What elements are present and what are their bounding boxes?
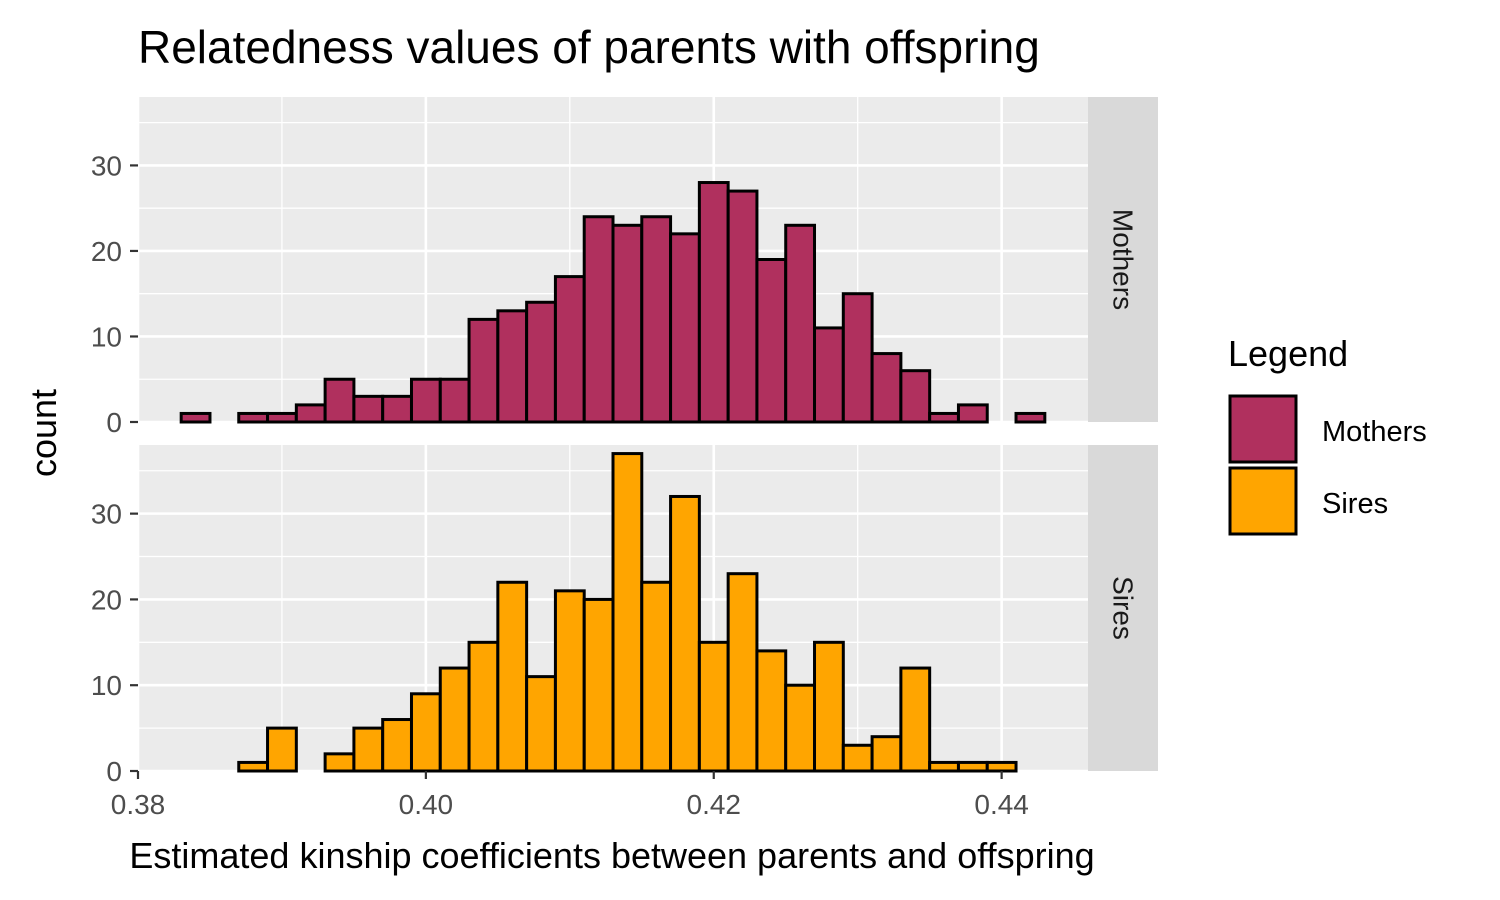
histogram-bar <box>352 726 385 773</box>
panel-sires: 0 10 20 30 Sires <box>91 445 1158 787</box>
x-tick-label: 0.44 <box>974 789 1029 820</box>
histogram-bar <box>553 589 586 773</box>
histogram-bar <box>726 572 759 773</box>
histogram-bar <box>697 640 730 773</box>
histogram-bar <box>266 726 298 773</box>
histogram-bar <box>640 580 673 773</box>
legend-label-mothers: Mothers <box>1322 416 1427 448</box>
y-tick-label: 20 <box>91 584 122 615</box>
histogram-bar <box>237 760 270 773</box>
y-axis-title: count <box>23 389 64 477</box>
histogram-bar <box>553 275 586 424</box>
histogram-bar <box>697 181 730 424</box>
histogram-bar <box>841 292 874 424</box>
histogram-bar <box>179 411 212 424</box>
x-axis: 0.38 0.40 0.42 0.44 <box>111 771 1029 820</box>
histogram-bar <box>323 752 356 773</box>
histogram-bar <box>928 760 960 773</box>
histogram-bar <box>669 494 701 773</box>
y-tick-label: 10 <box>91 321 122 352</box>
histogram-bar <box>438 377 471 424</box>
histogram-bar <box>899 369 932 424</box>
chart-title: Relatedness values of parents with offsp… <box>138 21 1040 73</box>
x-axis-title: Estimated kinship coefficients between p… <box>129 835 1094 876</box>
histogram-bar <box>669 232 701 424</box>
histogram-bar <box>467 640 500 773</box>
histogram-bar <box>525 300 557 424</box>
histogram-bar <box>755 649 788 773</box>
y-tick-label: 20 <box>91 236 122 267</box>
histogram-bar <box>985 760 1018 773</box>
histogram-bar <box>438 666 471 773</box>
histogram-bar <box>323 377 356 424</box>
legend-key-sires <box>1228 466 1298 536</box>
panel-mothers: 0 10 20 30 Mothers <box>91 97 1158 438</box>
facet-strip <box>1088 445 1158 771</box>
legend-title: Legend <box>1228 333 1348 374</box>
histogram-bar <box>870 352 903 424</box>
histogram-bar <box>237 411 270 424</box>
histogram-bar <box>640 215 673 424</box>
histogram-bar <box>899 666 932 773</box>
histogram-bar <box>956 403 989 424</box>
facet-strip-label: Sires <box>1108 576 1139 640</box>
facet-panels: 0 10 20 30 Mothers 0 10 20 30 Sires <box>91 97 1158 787</box>
histogram-bar <box>409 692 442 773</box>
histogram-bar <box>784 223 817 424</box>
histogram-bar <box>409 377 442 424</box>
x-tick-label: 0.42 <box>687 789 742 820</box>
histogram-bar <box>352 394 385 424</box>
histogram-bar <box>582 597 615 773</box>
histogram-bar <box>582 215 615 424</box>
y-tick-label: 30 <box>91 499 122 530</box>
histogram-bar <box>726 189 759 424</box>
facet-strip <box>1088 97 1158 422</box>
y-tick-label: 0 <box>106 407 122 438</box>
histogram-bar <box>870 735 903 773</box>
y-tick-label: 30 <box>91 150 122 181</box>
histogram-bar <box>1014 411 1047 424</box>
histogram-bar <box>467 317 500 424</box>
histogram-bar <box>294 403 327 424</box>
legend: Legend Mothers Sires <box>1228 333 1427 536</box>
histogram-bar <box>784 683 817 773</box>
histogram-bar <box>525 675 557 773</box>
x-tick-label: 0.40 <box>399 789 454 820</box>
histogram-bar <box>611 223 644 424</box>
histogram-bar <box>611 452 644 773</box>
histogram-bar <box>813 640 845 773</box>
histogram-bar <box>496 580 529 773</box>
legend-label-sires: Sires <box>1322 488 1388 520</box>
y-tick-label: 0 <box>106 756 122 787</box>
x-tick-label: 0.38 <box>111 789 166 820</box>
histogram-bar <box>755 258 788 424</box>
histogram-bar <box>928 411 960 424</box>
legend-key-mothers <box>1228 394 1298 464</box>
histogram-bar <box>381 718 413 773</box>
histogram-bar <box>813 326 845 424</box>
facet-strip-label: Mothers <box>1108 209 1139 310</box>
histogram-bar <box>956 760 989 773</box>
histogram-bar <box>381 394 413 424</box>
y-tick-label: 10 <box>91 670 122 701</box>
histogram-bar <box>841 743 874 773</box>
histogram-bar <box>266 411 298 424</box>
histogram-bar <box>496 309 529 424</box>
